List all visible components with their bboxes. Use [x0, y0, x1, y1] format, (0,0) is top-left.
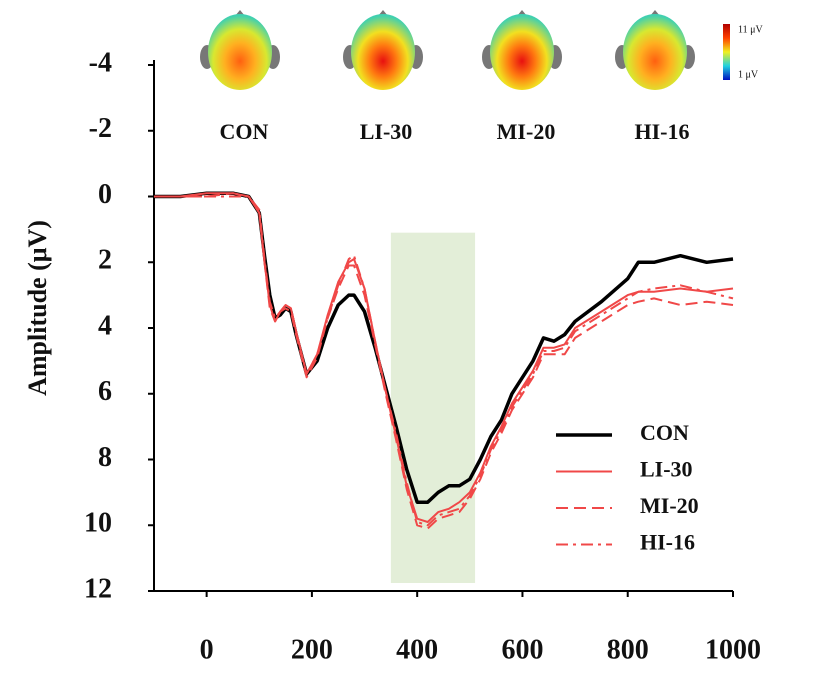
y-tick-label: 0 — [98, 179, 112, 210]
topomap — [615, 10, 695, 90]
y-tick-label: -4 — [89, 47, 112, 78]
topomaps — [200, 10, 695, 90]
topomap-label: CON — [220, 119, 269, 144]
topomap-label: LI-30 — [360, 119, 413, 144]
series-line — [154, 191, 734, 504]
topomap — [482, 10, 562, 90]
topomap-label: MI-20 — [497, 119, 556, 144]
topomap — [343, 10, 423, 90]
shaded-window — [390, 232, 476, 583]
legend-label: LI-30 — [640, 457, 693, 482]
colorbar-max: 11 μV — [738, 24, 763, 35]
x-tick-label: 0 — [200, 634, 214, 665]
y-tick-label: 8 — [98, 442, 112, 473]
y-axis-label: Amplitude (μV) — [23, 220, 52, 396]
x-tick-label: 400 — [396, 634, 438, 665]
series-line — [154, 192, 734, 530]
y-tick-label: 4 — [98, 310, 112, 341]
y-tick-label: 10 — [84, 508, 112, 539]
colorbar — [723, 24, 730, 80]
y-tick-label: 6 — [98, 376, 112, 407]
legend-label: MI-20 — [640, 493, 699, 518]
colorbar-min: 1 μV — [738, 69, 759, 80]
x-tick-label: 800 — [607, 634, 649, 665]
x-tick-label: 1000 — [705, 634, 761, 665]
x-tick-label: 600 — [501, 634, 543, 665]
topomap — [200, 10, 280, 90]
y-tick-label: -2 — [89, 113, 112, 144]
x-tick-label: 200 — [291, 634, 333, 665]
y-tick-label: 12 — [84, 573, 112, 604]
y-tick-label: 2 — [98, 245, 112, 276]
legend-label: HI-16 — [640, 530, 695, 555]
legend-label: CON — [640, 420, 689, 445]
topomap-label: HI-16 — [635, 119, 690, 144]
